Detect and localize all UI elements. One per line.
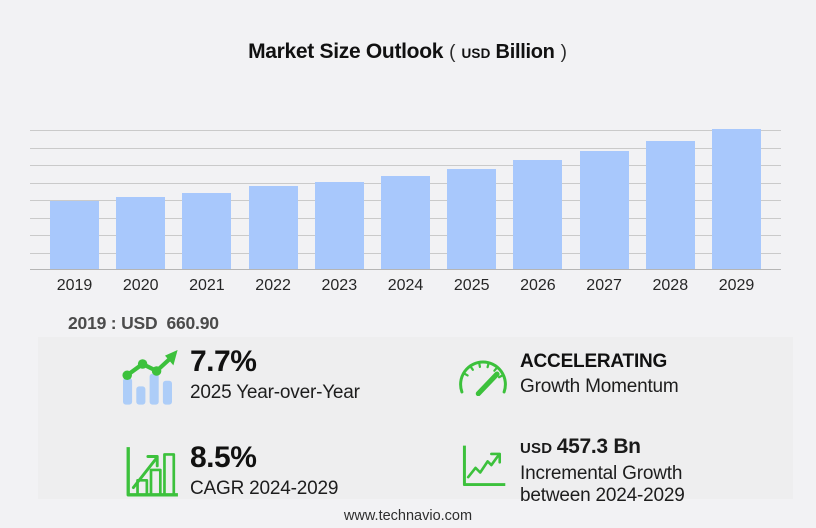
- gridline: [30, 130, 781, 131]
- x-axis-label-2020: 2020: [122, 277, 159, 294]
- bar-2027: [579, 150, 629, 269]
- gridline: [30, 147, 781, 149]
- title-main: Market Size Outlook: [248, 40, 444, 63]
- bar-2029: [712, 129, 761, 269]
- website-url: www.technavio.com: [343, 508, 473, 524]
- bar-2024: [381, 175, 430, 269]
- bar-2022: [248, 186, 298, 269]
- x-axis-label-2021: 2021: [189, 277, 225, 294]
- stat-cagr: 8.5% CAGR 2024-2029: [112, 440, 338, 500]
- page-title: Market Size Outlook ( USD Billion ): [0, 40, 816, 64]
- speedometer-icon: [446, 350, 520, 396]
- incremental-label: Incremental Growth between 2024-2029: [520, 463, 685, 506]
- x-axis-label-2024: 2024: [387, 277, 424, 294]
- bar-2025: [447, 168, 497, 269]
- bar-chart: 2019 2020 2021 2022 2023 2024 2025 2026 2027 2028…: [30, 120, 781, 294]
- growth-bars-icon: [112, 440, 190, 500]
- yoy-value: 7.7%: [190, 345, 257, 378]
- bar-2023: [314, 181, 364, 269]
- x-axis-label-2022: 2022: [255, 277, 291, 294]
- momentum-label: Growth Momentum: [520, 376, 679, 397]
- x-axis-label-2026: 2026: [520, 277, 556, 294]
- x-axis-label-2027: 2027: [586, 277, 622, 294]
- base-year-amount: 660.90: [166, 313, 219, 333]
- x-axis-label-2029: 2029: [718, 277, 755, 294]
- x-axis-label-2028: 2028: [652, 277, 689, 294]
- stat-momentum: ACCELERATING Growth Momentum: [446, 350, 679, 398]
- bar-2020: [116, 196, 166, 269]
- cagr-label: CAGR 2024-2029: [190, 478, 339, 499]
- x-axis-label-2025: 2025: [453, 277, 490, 294]
- title-unit: Billion: [495, 41, 555, 63]
- incremental-currency: USD: [520, 440, 553, 457]
- title-currency: USD: [461, 46, 491, 61]
- x-axis-label-2019: 2019: [56, 277, 93, 294]
- stat-incremental: USD 457.3 Bn Incremental Growth between …: [446, 434, 695, 507]
- momentum-value: ACCELERATING: [520, 351, 668, 372]
- bar-chart-trend-icon: [112, 344, 190, 406]
- title-paren-open: (: [449, 42, 456, 63]
- bar-2021: [182, 192, 232, 269]
- bar-2028: [645, 140, 695, 269]
- bar-2026: [513, 160, 563, 269]
- yoy-label: 2025 Year-over-Year: [190, 382, 360, 403]
- incremental-amount: 457.3 Bn: [556, 435, 641, 458]
- base-year-label: 2019 : USD: [68, 313, 158, 333]
- gridline: [30, 165, 781, 166]
- base-year-value: 2019 : USD 660.90: [68, 313, 219, 334]
- x-axis-line: [30, 269, 781, 271]
- incremental-value: USD 457.3 Bn: [520, 434, 695, 461]
- stat-yoy: 7.7% 2025 Year-over-Year: [112, 344, 360, 406]
- bar-2019: [50, 201, 99, 269]
- cagr-value: 8.5%: [190, 441, 257, 474]
- trend-axes-icon: [446, 434, 520, 492]
- title-paren-close: ): [560, 42, 567, 63]
- x-axis-label-2023: 2023: [321, 277, 358, 294]
